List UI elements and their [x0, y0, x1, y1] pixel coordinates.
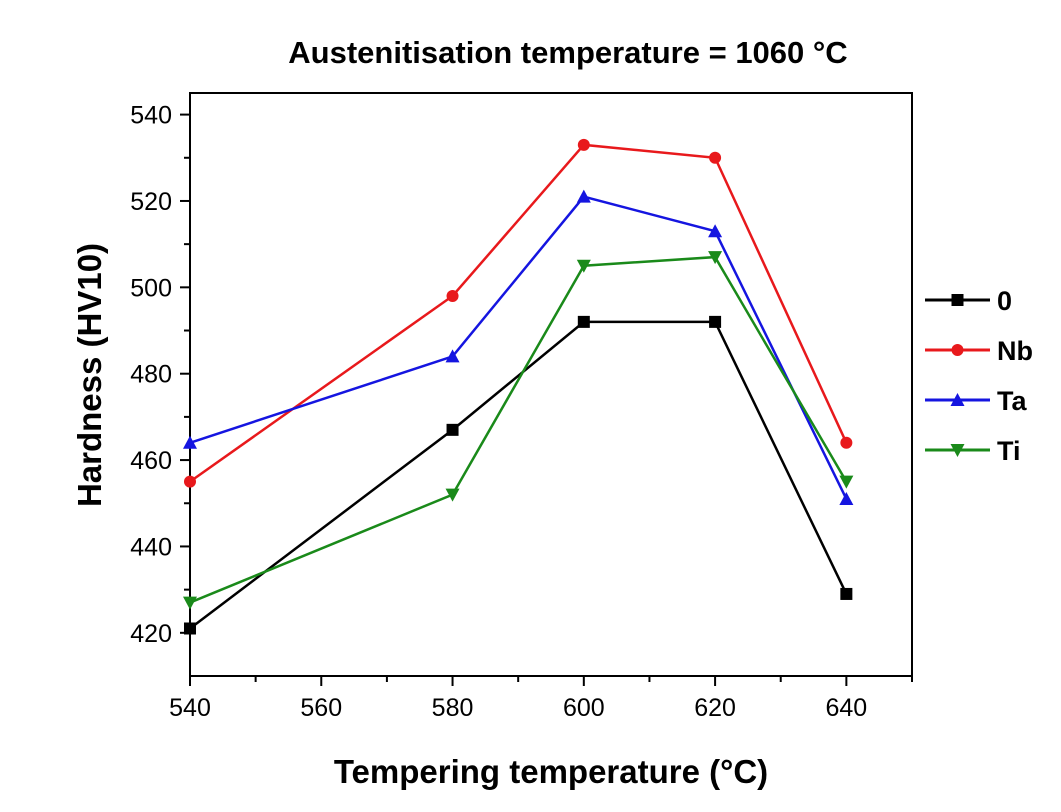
x-tick-label: 620: [694, 694, 736, 722]
y-tick-label: 540: [130, 102, 172, 130]
x-tick-label: 580: [432, 694, 474, 722]
data-point: [708, 251, 723, 265]
legend-item: Ta: [925, 386, 1027, 416]
legend-marker: [951, 294, 964, 306]
y-tick-label: 440: [130, 533, 172, 561]
y-tick-label: 500: [130, 274, 172, 302]
data-point: [445, 488, 460, 502]
series-line: [189, 195, 848, 500]
data-point: [709, 315, 722, 328]
x-tick-label: 600: [563, 694, 605, 722]
legend: 0 Nb Ta Ti: [925, 286, 1033, 466]
x-tick-label: 540: [169, 694, 211, 722]
x-tick-label: 560: [300, 694, 342, 722]
x-tick-label: 640: [826, 694, 868, 722]
data-point: [184, 622, 196, 635]
series-line: [189, 320, 848, 630]
legend-item: Nb: [925, 336, 1033, 366]
series-ti: [183, 251, 854, 610]
legend-label: Ti: [997, 436, 1021, 466]
data-point: [709, 151, 722, 164]
y-tick-label: 460: [130, 447, 172, 475]
series-0: [184, 315, 853, 635]
y-tick-label: 420: [130, 620, 172, 648]
legend-label: 0: [997, 286, 1012, 316]
legend-marker: [951, 344, 964, 356]
data-point: [183, 435, 197, 449]
series-line: [189, 255, 848, 604]
legend-label: Ta: [997, 386, 1027, 416]
y-axis: 420 440 460 480 500 520 540: [130, 102, 190, 648]
legend-item: Ti: [925, 436, 1021, 466]
data-point: [446, 423, 459, 436]
data-point: [840, 436, 853, 449]
legend-marker: [950, 444, 965, 457]
legend-item: 0: [925, 286, 1012, 316]
data-point: [576, 189, 591, 203]
y-tick-label: 480: [130, 361, 172, 389]
data-point: [577, 138, 590, 151]
data-point: [183, 596, 197, 610]
plot-area: [189, 92, 913, 677]
data-point: [446, 289, 459, 302]
chart-title: Austenitisation temperature = 1060 °C: [288, 35, 847, 70]
data-point: [839, 475, 854, 489]
data-point: [576, 259, 591, 273]
series-ta: [183, 189, 854, 505]
legend-marker: [950, 393, 965, 406]
data-point: [184, 475, 196, 488]
series-layer: [183, 138, 854, 635]
data-point: [577, 315, 590, 328]
x-axis-label: Tempering temperature (°C): [334, 753, 768, 790]
data-point: [839, 491, 854, 505]
y-tick-label: 520: [130, 188, 172, 216]
y-axis-label: Hardness (HV10): [71, 243, 108, 507]
data-point: [445, 349, 460, 363]
series-nb: [184, 138, 853, 488]
data-point: [708, 224, 723, 238]
legend-label: Nb: [997, 336, 1033, 366]
plot-frame: [189, 92, 913, 677]
data-point: [840, 587, 853, 600]
x-axis: 540 560 580 600 620 640: [169, 676, 913, 722]
